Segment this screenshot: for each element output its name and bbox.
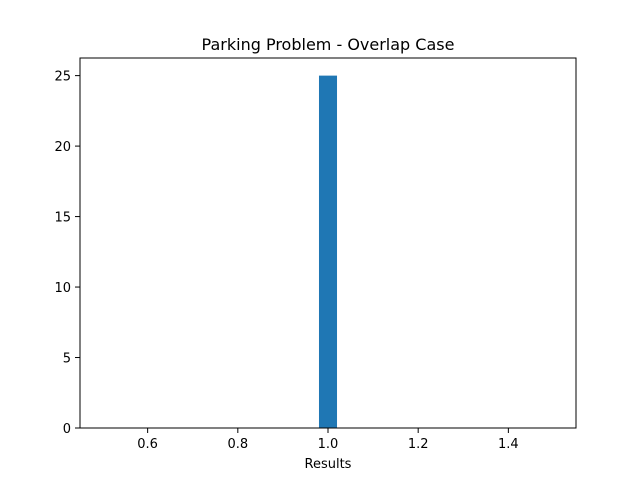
x-tick-label: 1.4: [498, 437, 519, 452]
bars-layer: [318, 75, 338, 428]
y-tick-label: 10: [54, 281, 71, 296]
chart-title: Parking Problem - Overlap Case: [202, 35, 455, 54]
x-tick-label: 1.0: [318, 437, 339, 452]
x-tick-label: 1.2: [408, 437, 429, 452]
y-axis-ticks: 0 5 10 15 20 25: [54, 70, 80, 437]
y-tick-label: 25: [54, 70, 71, 85]
x-axis-ticks: 0.6 0.8 1.0 1.2 1.4: [137, 428, 519, 452]
x-tick-label: 0.6: [137, 437, 158, 452]
y-tick-label: 15: [54, 211, 71, 226]
y-tick-label: 20: [54, 140, 71, 155]
histogram-bar: [318, 75, 338, 428]
x-tick-label: 0.8: [227, 437, 248, 452]
y-tick-label: 0: [63, 422, 71, 437]
x-axis-label: Results: [305, 457, 352, 472]
y-tick-label: 5: [63, 352, 71, 367]
